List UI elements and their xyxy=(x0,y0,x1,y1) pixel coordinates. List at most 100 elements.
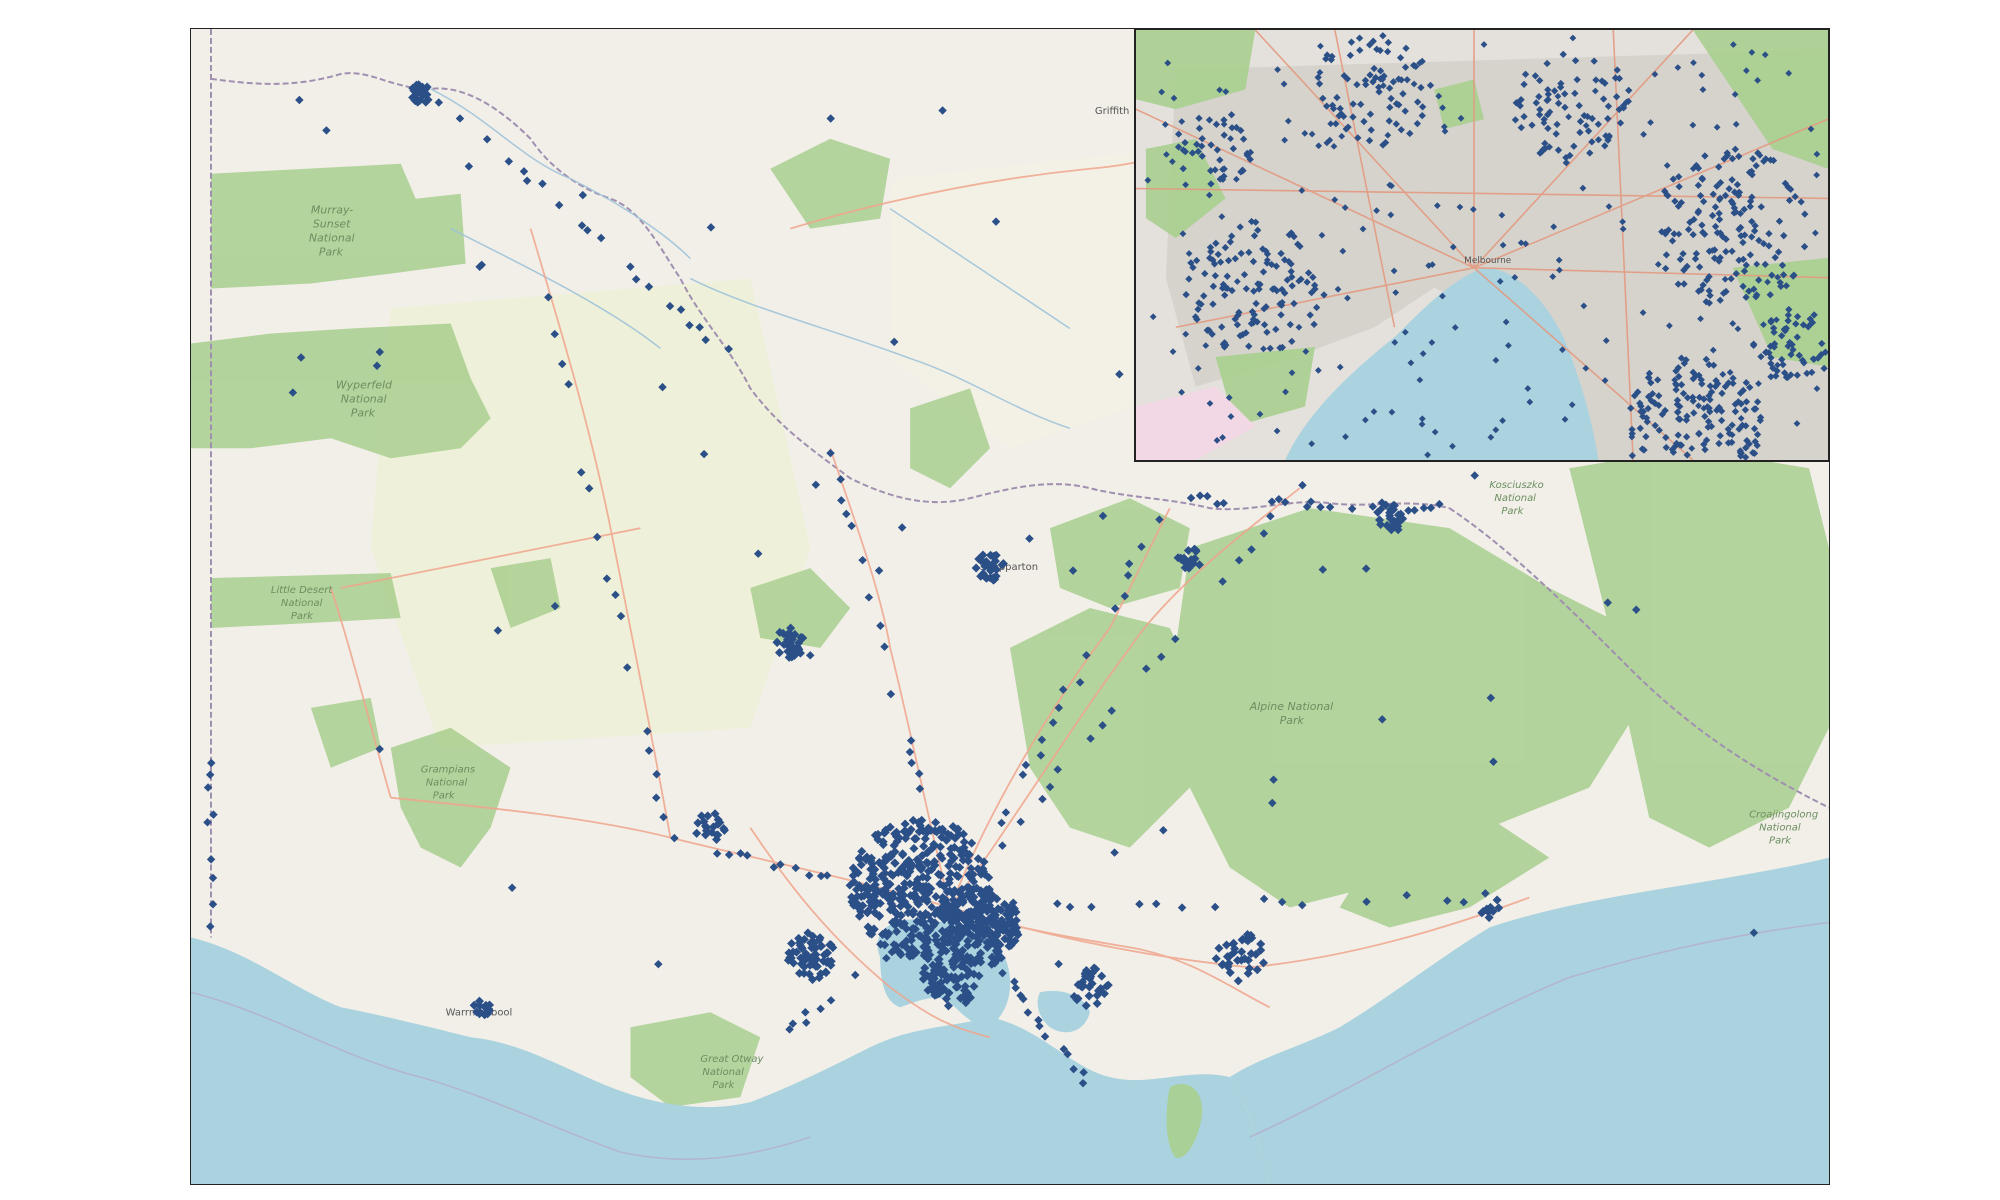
data-marker xyxy=(1357,100,1365,109)
data-marker xyxy=(847,521,856,531)
svg-text:Park: Park xyxy=(712,1080,735,1091)
data-marker xyxy=(693,818,703,828)
data-marker xyxy=(968,911,978,921)
data-marker xyxy=(1721,191,1730,200)
svg-text:Park: Park xyxy=(1501,506,1524,517)
data-marker xyxy=(963,941,973,951)
data-marker xyxy=(1333,93,1341,102)
data-marker xyxy=(1739,238,1747,247)
data-marker xyxy=(1793,371,1801,379)
victoria-map[interactable]: Murray- Sunset National Park Wyperfeld N… xyxy=(191,29,1829,1184)
data-marker xyxy=(1342,125,1350,133)
data-marker xyxy=(776,860,785,869)
data-marker xyxy=(1790,271,1798,279)
data-marker xyxy=(1779,360,1787,369)
data-marker xyxy=(1180,563,1190,573)
data-marker xyxy=(1220,116,1228,124)
data-marker xyxy=(880,642,889,651)
data-marker xyxy=(1361,416,1369,424)
data-marker xyxy=(482,135,492,144)
data-marker xyxy=(926,916,936,925)
data-marker xyxy=(906,736,916,745)
data-marker xyxy=(865,892,875,902)
data-marker xyxy=(1679,389,1688,398)
data-marker xyxy=(1767,318,1775,326)
data-marker xyxy=(434,98,444,107)
data-marker xyxy=(1813,171,1821,179)
data-marker xyxy=(892,927,902,937)
data-marker xyxy=(1360,117,1368,126)
data-marker xyxy=(1365,41,1374,49)
data-marker xyxy=(1110,848,1119,857)
data-marker xyxy=(1706,382,1714,390)
data-marker xyxy=(944,931,954,941)
data-marker xyxy=(1092,990,1102,1000)
data-marker xyxy=(915,784,925,794)
data-marker xyxy=(1762,155,1770,163)
data-marker xyxy=(878,837,888,847)
data-marker xyxy=(1742,422,1750,430)
data-marker xyxy=(1674,202,1683,210)
data-marker xyxy=(1219,176,1227,183)
data-marker xyxy=(1386,103,1394,112)
data-marker xyxy=(1727,275,1735,283)
data-marker xyxy=(1644,373,1653,382)
data-marker xyxy=(875,898,885,908)
data-marker xyxy=(816,969,826,979)
data-marker xyxy=(1764,278,1771,286)
data-marker xyxy=(1010,977,1019,986)
data-marker xyxy=(1573,75,1581,84)
data-marker xyxy=(1123,571,1133,580)
data-marker xyxy=(1793,333,1801,341)
data-marker xyxy=(1053,899,1062,908)
data-marker xyxy=(934,959,944,969)
data-marker xyxy=(544,293,553,302)
data-marker xyxy=(1159,825,1168,835)
data-marker xyxy=(1726,369,1734,376)
data-marker xyxy=(808,940,818,950)
data-marker xyxy=(1103,980,1113,990)
data-marker xyxy=(1800,359,1808,367)
data-marker xyxy=(1332,120,1340,128)
data-marker xyxy=(1613,66,1621,74)
data-marker xyxy=(1000,899,1010,909)
data-marker xyxy=(1200,292,1208,300)
data-marker xyxy=(1674,280,1682,288)
data-marker xyxy=(1277,897,1287,907)
data-marker xyxy=(866,856,876,866)
data-marker xyxy=(802,1018,811,1027)
data-marker xyxy=(957,972,967,982)
data-marker xyxy=(791,863,800,873)
data-marker xyxy=(1631,605,1641,615)
data-marker xyxy=(899,890,909,900)
data-marker xyxy=(956,961,966,971)
data-marker xyxy=(1742,398,1751,406)
data-marker xyxy=(1706,396,1714,404)
data-marker xyxy=(918,894,927,904)
data-marker xyxy=(1233,321,1242,329)
data-marker xyxy=(1672,386,1680,394)
data-marker xyxy=(1739,282,1747,291)
data-marker xyxy=(936,825,947,835)
data-marker xyxy=(1695,263,1704,271)
data-marker xyxy=(1341,204,1349,212)
data-marker xyxy=(977,913,987,923)
data-marker xyxy=(1224,256,1233,265)
data-marker xyxy=(643,727,652,736)
data-marker xyxy=(901,833,911,843)
data-marker xyxy=(816,871,826,881)
data-marker xyxy=(952,899,962,909)
data-marker xyxy=(903,902,913,912)
svg-text:Park: Park xyxy=(1769,836,1792,847)
data-marker xyxy=(826,940,836,950)
data-marker xyxy=(905,747,915,757)
data-marker xyxy=(1780,325,1789,333)
data-marker xyxy=(1248,307,1257,316)
melbourne-inset-map[interactable]: Melbourne xyxy=(1136,30,1828,460)
data-marker xyxy=(1306,311,1314,319)
data-marker xyxy=(774,648,785,658)
data-marker xyxy=(794,933,804,943)
data-marker xyxy=(1628,451,1636,460)
data-marker xyxy=(1228,124,1236,132)
inset-map-frame[interactable]: Melbourne xyxy=(1134,28,1830,462)
